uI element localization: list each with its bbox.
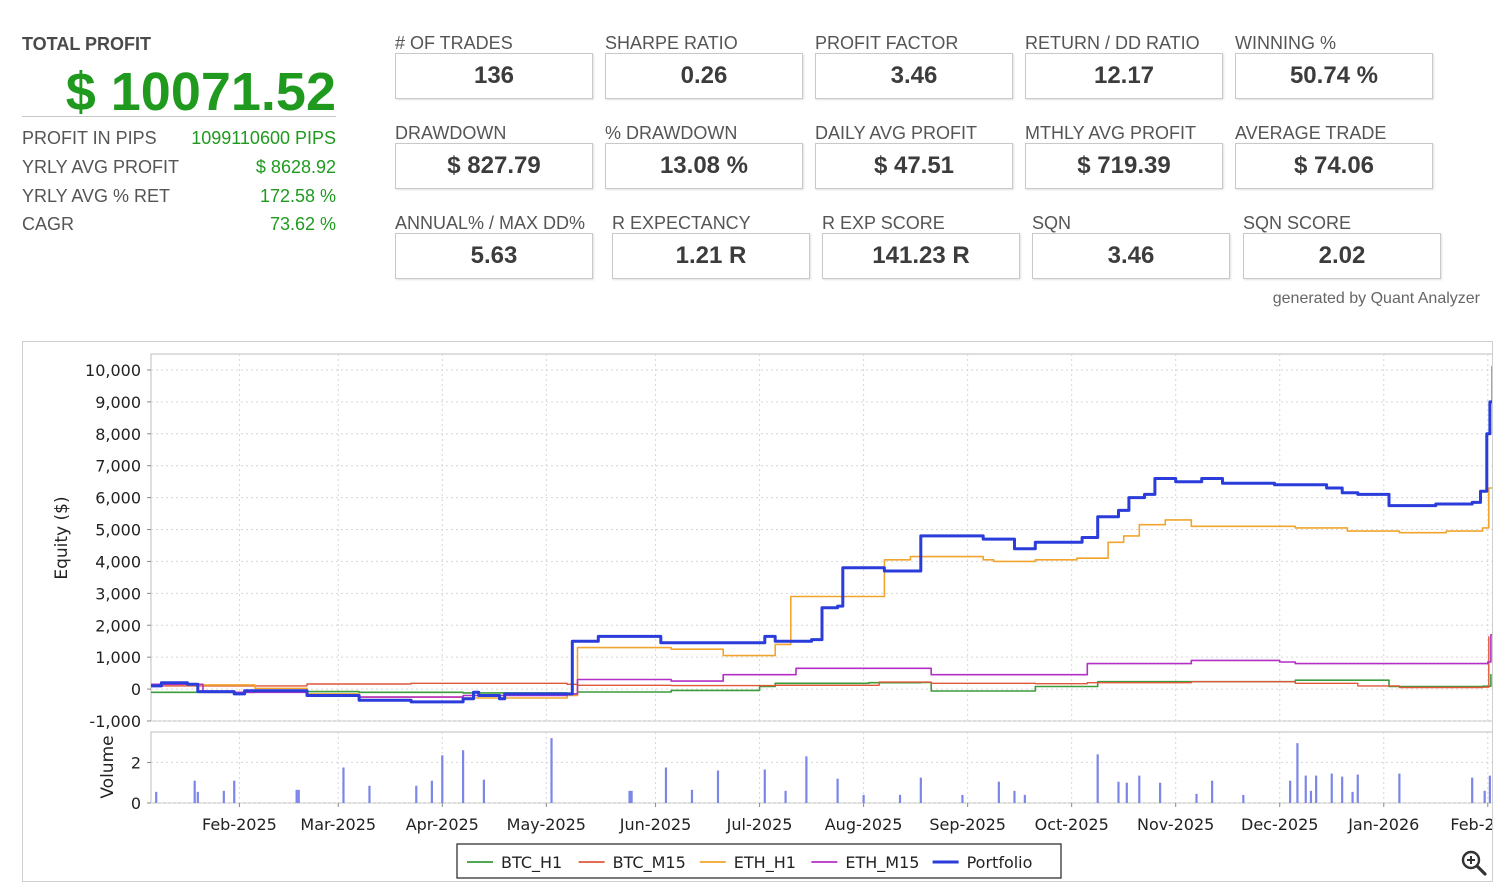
metric-label: MTHLY AVG PROFIT [1025,123,1197,143]
metric-value: 136 [395,53,593,99]
volume-tick-label: 2 [131,753,141,772]
series-line-btc-m15 [151,636,1490,689]
metric-value: 12.17 [1025,53,1223,99]
series-line-btc-h1 [151,674,1492,695]
summary-label: CAGR [22,214,75,234]
x-tick-label: Dec-2025 [1241,815,1318,834]
volume-plot-area [150,731,1492,804]
summary-row: CAGR 73.62 % [22,214,336,235]
metric-label: DRAWDOWN [395,123,507,143]
x-tick-label: Jul-2025 [726,815,793,834]
legend-label: ETH_M15 [845,853,919,873]
legend-label: BTC_H1 [501,853,562,873]
metric-value: 2.02 [1243,233,1441,279]
series-line-portfolio [151,365,1492,704]
y-tick-label: 10,000 [85,361,141,380]
equity-axis-label: Equity ($) [52,496,72,579]
x-tick-label: Mar-2025 [300,815,376,834]
x-tick-label: Feb-2026 [1450,815,1492,834]
summary-row: PROFIT IN PIPS 1099110600 PIPS [22,128,336,149]
x-tick-label: Feb-2025 [202,815,277,834]
y-tick-label: 3,000 [95,584,141,603]
metric-label: RETURN / DD RATIO [1025,33,1200,53]
zoom-in-icon[interactable] [1461,850,1487,876]
y-tick-label: -1,000 [89,712,141,731]
metric-label: R EXPECTANCY [612,213,751,233]
y-tick-label: 4,000 [95,552,141,571]
y-tick-label: 0 [131,680,141,699]
x-tick-label: Oct-2025 [1035,815,1109,834]
x-tick-label: Aug-2025 [825,815,903,834]
x-tick-label: Nov-2025 [1137,815,1214,834]
metric-label: SQN SCORE [1243,213,1352,233]
y-tick-label: 2,000 [95,616,141,635]
credit-text: generated by Quant Analyzer [1272,290,1480,307]
summary-value: 1099110600 PIPS [191,128,336,148]
metric-label: SHARPE RATIO [605,33,738,53]
total-profit-title: TOTAL PROFIT [22,34,151,54]
y-tick-label: 8,000 [95,425,141,444]
summary-label: YRLY AVG % RET [22,186,171,206]
metric-label: DAILY AVG PROFIT [815,123,978,143]
metric-value: 50.74 % [1235,53,1433,99]
divider [22,116,336,117]
legend-box [456,843,1062,879]
metric-label: R EXP SCORE [822,213,945,233]
legend-label: Portfolio [967,853,1033,872]
legend-label: BTC_M15 [613,853,686,873]
metric-label: AVERAGE TRADE [1235,123,1387,143]
x-tick-label: Sep-2025 [929,815,1006,834]
metric-label: # OF TRADES [395,33,513,53]
metric-label: WINNING % [1235,33,1336,53]
chart-panel: -1,000 0 1,000 2,000 3,000 4,000 5,000 6,000 7,0… [22,341,1493,882]
metric-value: $ 47.51 [815,143,1013,189]
equity-plot-area [150,353,1492,722]
chart-legend: BTC_H1 BTC_M15 ETH_H1 ETH_M15 Portfolio [456,843,1062,879]
metric-value: 3.46 [815,53,1013,99]
y-tick-label: 7,000 [95,457,141,476]
metric-label: PROFIT FACTOR [815,33,959,53]
metric-value: $ 827.79 [395,143,593,189]
summary-value: $ 8628.92 [255,157,336,177]
x-tick-label: May-2025 [507,815,586,834]
metric-value: 13.08 % [605,143,803,189]
legend-label: ETH_H1 [734,853,796,873]
summary-row: YRLY AVG % RET 172.58 % [22,186,336,207]
metric-label: SQN [1032,213,1072,233]
metric-value: 141.23 R [822,233,1020,279]
volume-tick-label: 0 [131,794,141,813]
equity-chart: -1,000 0 1,000 2,000 3,000 4,000 5,000 6,000 7,0… [52,353,1492,879]
metric-value: 3.46 [1032,233,1230,279]
summary-label: YRLY AVG PROFIT [22,157,180,177]
summary-label: PROFIT IN PIPS [22,128,157,148]
y-tick-label: 6,000 [95,489,141,508]
metric-value: 0.26 [605,53,803,99]
y-tick-label: 9,000 [95,393,141,412]
metric-label: % DRAWDOWN [605,123,738,143]
metric-value: $ 719.39 [1025,143,1223,189]
metric-label: ANNUAL% / MAX DD% [395,213,586,233]
summary-value: 73.62 % [269,214,336,234]
x-tick-label: Apr-2025 [406,815,479,834]
total-profit-value: $ 10071.52 [65,62,336,122]
metric-value: 1.21 R [612,233,810,279]
volume-axis-label: Volume [98,735,118,798]
summary-row: YRLY AVG PROFIT $ 8628.92 [22,157,336,178]
metric-value: $ 74.06 [1235,143,1433,189]
y-tick-label: 5,000 [95,521,141,540]
x-tick-label: Jun-2025 [619,815,692,834]
summary-value: 172.58 % [259,186,336,206]
metric-value: 5.63 [395,233,593,279]
x-tick-label: Jan-2026 [1347,815,1419,834]
y-tick-label: 1,000 [95,648,141,667]
